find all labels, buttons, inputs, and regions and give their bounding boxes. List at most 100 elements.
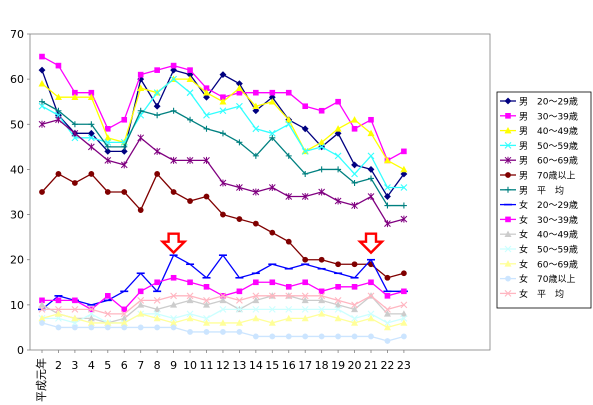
data-point (384, 274, 391, 281)
data-point (368, 333, 374, 340)
data-point (302, 279, 309, 286)
data-point (203, 315, 210, 322)
data-point (104, 310, 112, 318)
data-point (334, 197, 342, 205)
data-point (318, 310, 326, 317)
data-point (268, 305, 276, 313)
data-point (400, 315, 408, 322)
data-point (202, 319, 211, 326)
data-point (285, 314, 293, 322)
data-point (285, 116, 293, 123)
y-tick-label: 40 (10, 163, 24, 176)
data-point (235, 319, 243, 326)
data-point (367, 129, 375, 137)
legend-swatch-marker (504, 230, 512, 237)
data-point (120, 310, 128, 318)
x-tick-label: 3 (71, 359, 78, 372)
data-point (170, 324, 177, 331)
data-point (137, 310, 145, 317)
down-arrow-icon (159, 232, 188, 255)
data-point (170, 62, 177, 69)
x-tick-label: 13 (232, 359, 246, 372)
data-point (400, 165, 408, 173)
data-point (186, 292, 194, 300)
data-point (367, 193, 375, 201)
legend-label: 男 40～49歳 (519, 125, 578, 137)
data-point (137, 134, 145, 142)
data-point (400, 215, 408, 223)
series-1 (38, 66, 408, 200)
data-point (71, 305, 79, 313)
data-point (154, 112, 161, 119)
data-point (203, 111, 210, 119)
x-tick-label: 22 (380, 359, 394, 372)
data-point (302, 170, 309, 177)
data-point (235, 84, 243, 91)
data-point (401, 288, 407, 295)
legend-swatch-marker (505, 275, 511, 282)
data-point (153, 305, 161, 313)
data-point (334, 305, 342, 313)
data-point (170, 274, 177, 281)
data-point (384, 184, 391, 191)
data-point (71, 129, 79, 137)
data-point (120, 147, 128, 155)
data-point (269, 333, 276, 340)
y-tick-label: 60 (10, 73, 24, 86)
x-tick-label: 18 (315, 359, 329, 372)
data-point (400, 333, 407, 340)
series-4 (38, 75, 408, 191)
legend-label: 男 30～39歳 (519, 110, 578, 122)
x-tick-label: 20 (348, 359, 362, 372)
data-point (121, 189, 128, 195)
data-point (170, 292, 177, 300)
data-point (318, 143, 326, 151)
data-point (368, 116, 374, 123)
data-point (401, 148, 407, 155)
data-point (203, 329, 210, 335)
data-point (252, 220, 259, 227)
data-point (318, 107, 325, 114)
data-point (268, 292, 276, 300)
data-point (219, 292, 227, 300)
data-point (121, 306, 128, 313)
x-tick-label: 2 (55, 359, 62, 372)
data-point (383, 310, 391, 317)
legend-item: 女 30～39歳 (500, 214, 578, 226)
legend-item: 女 平 均 (500, 288, 564, 300)
data-point (318, 138, 326, 146)
data-point (203, 156, 210, 164)
data-point (38, 80, 46, 87)
legend-item: 女 70歳以上 (500, 273, 575, 285)
data-point (252, 107, 260, 115)
series-6 (39, 171, 407, 281)
data-point (170, 107, 177, 114)
data-point (87, 129, 95, 137)
data-point (137, 107, 144, 114)
data-point (121, 324, 128, 331)
data-point (104, 324, 111, 331)
data-point (154, 67, 160, 73)
legend-label: 女 60～69歳 (519, 258, 578, 270)
data-point (219, 305, 227, 313)
legend-swatch-marker (504, 97, 512, 105)
data-point (55, 107, 62, 114)
data-point (335, 333, 341, 340)
legend-label: 男 20～29歳 (519, 96, 578, 108)
data-point (351, 116, 359, 123)
legend-item: 女 40～49歳 (500, 229, 578, 241)
legend-item: 女 60～69歳 (500, 258, 578, 270)
data-point (285, 283, 292, 290)
legend-label: 女 40～49歳 (519, 229, 578, 241)
legend-swatch-marker (505, 172, 511, 178)
x-tick-label: 9 (170, 359, 177, 372)
data-point (318, 305, 326, 313)
data-point (55, 297, 62, 304)
data-point (252, 333, 259, 340)
legend-label: 女 50～59歳 (519, 244, 578, 256)
data-point (186, 75, 194, 82)
data-point (334, 296, 342, 304)
x-tick-label: 5 (104, 359, 111, 372)
legend-label: 女 30～39歳 (519, 214, 578, 226)
